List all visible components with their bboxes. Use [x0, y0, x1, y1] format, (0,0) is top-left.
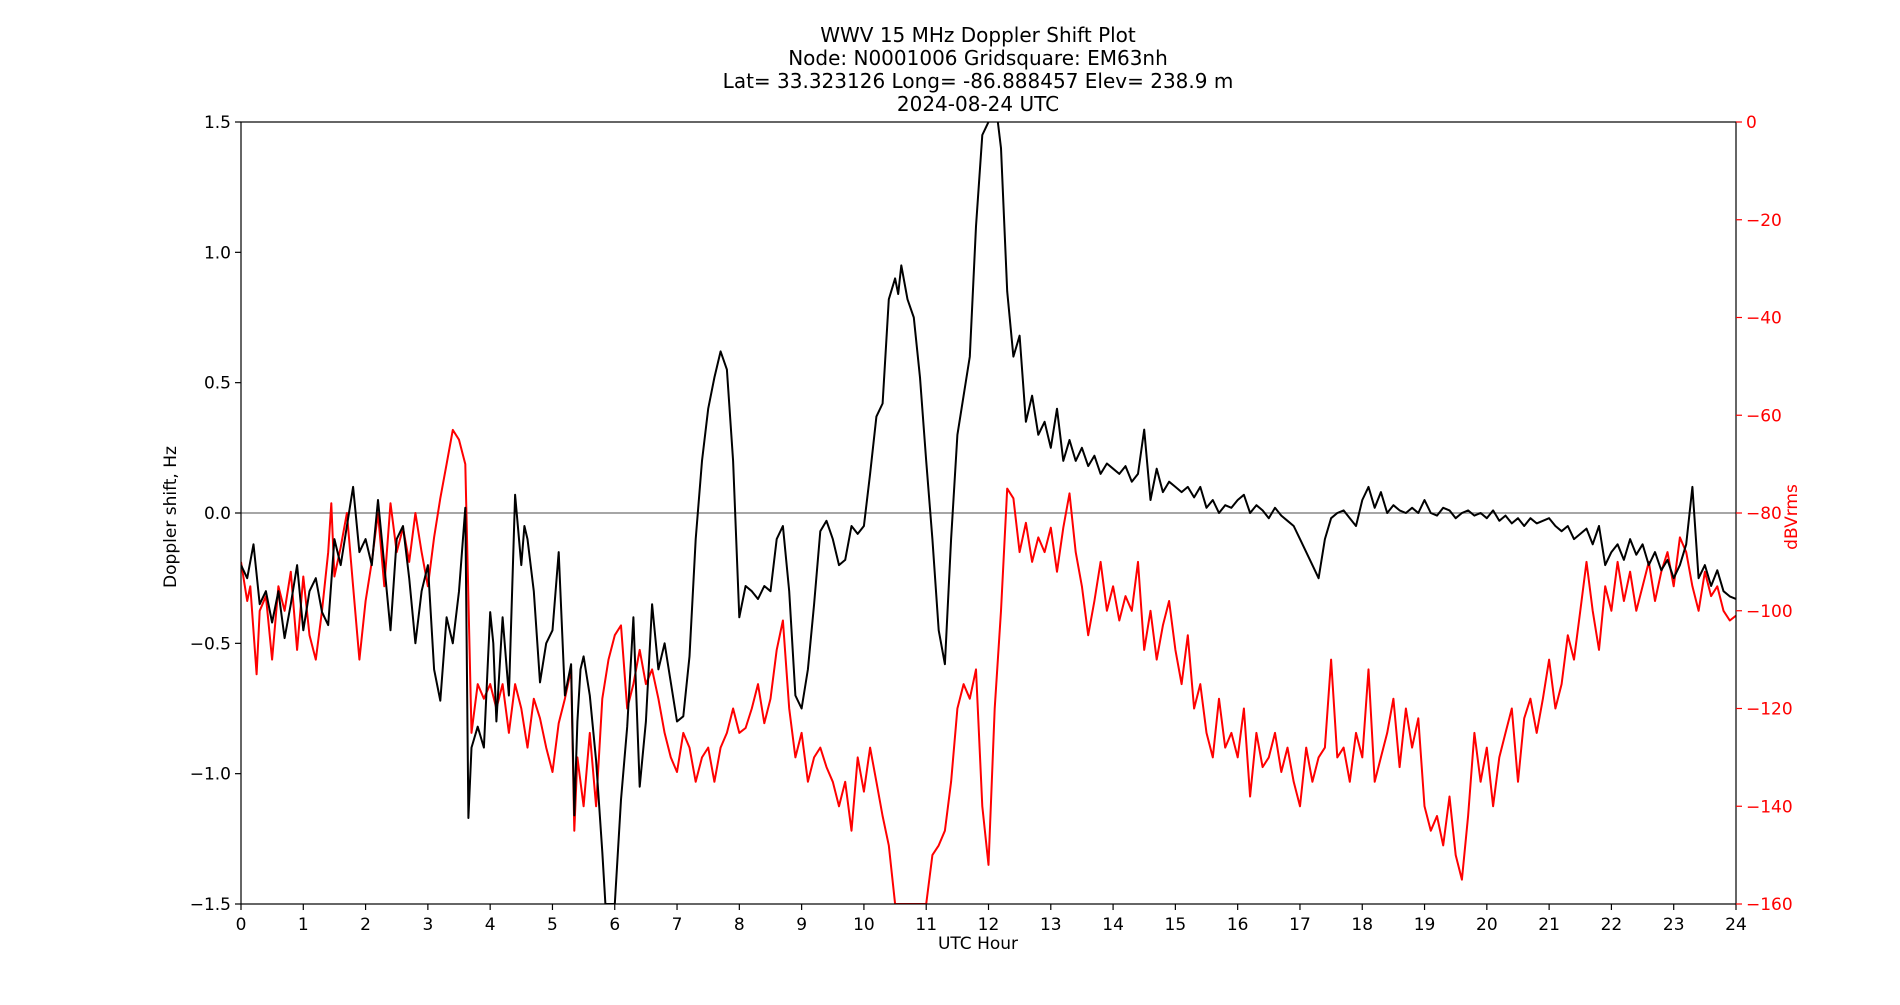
x-tick-label: 13: [1040, 915, 1062, 935]
x-tick-label: 19: [1414, 915, 1436, 935]
title-line-3: Lat= 33.323126 Long= -86.888457 Elev= 23…: [723, 69, 1234, 93]
x-tick-label: 11: [915, 915, 937, 935]
x-tick-label: 0: [236, 915, 247, 935]
y-tick-label: −1.5: [190, 895, 231, 915]
x-tick-label: 8: [734, 915, 745, 935]
y2-tick-label: −60: [1746, 406, 1782, 426]
plot-area: 0 1 2 3 4 5 6 7 8 9 10 11 12 13 14 15 16 17 18 19 20 21 22 23 24…: [190, 113, 1793, 935]
power-series-line: [241, 428, 1736, 904]
x-axis-title: UTC Hour: [938, 934, 1018, 954]
x-tick-label: 7: [672, 915, 683, 935]
x-tick-label: 3: [422, 915, 433, 935]
title-line-4: 2024-08-24 UTC: [897, 92, 1059, 116]
x-tick-label: 14: [1102, 915, 1124, 935]
x-tick-label: 21: [1538, 915, 1560, 935]
y-tick-label: 0.5: [204, 374, 231, 394]
y2-axis-title: dBVrms: [1782, 484, 1802, 550]
x-tick-label: 22: [1601, 915, 1623, 935]
y2-tick-label: −40: [1746, 309, 1782, 329]
x-tick-label: 1: [298, 915, 309, 935]
x-tick-label: 18: [1351, 915, 1373, 935]
y-tick-label: −0.5: [190, 634, 231, 654]
title-line-1: WWV 15 MHz Doppler Shift Plot: [820, 23, 1136, 47]
y-tick-label: 0.0: [204, 504, 231, 524]
y2-tick-label: −160: [1746, 895, 1793, 915]
x-tick-label: 12: [978, 915, 1000, 935]
y-tick-label: 1.5: [204, 113, 231, 133]
x-tick-label: 16: [1227, 915, 1249, 935]
chart-title: WWV 15 MHz Doppler Shift Plot Node: N000…: [723, 23, 1234, 116]
x-tick-label: 23: [1663, 915, 1685, 935]
x-tick-label: 24: [1725, 915, 1747, 935]
y2-tick-label: −140: [1746, 797, 1793, 817]
y2-tick-label: −100: [1746, 602, 1793, 622]
x-tick-label: 20: [1476, 915, 1498, 935]
x-tick-label: 5: [547, 915, 558, 935]
y2-tick-label: −120: [1746, 700, 1793, 720]
x-tick-label: 2: [360, 915, 371, 935]
doppler-series-line: [241, 122, 1736, 904]
x-tick-label: 17: [1289, 915, 1311, 935]
y-tick-label: −1.0: [190, 765, 231, 785]
y2-tick-label: 0: [1746, 113, 1757, 133]
x-tick-label: 9: [796, 915, 807, 935]
y-axis-title: Doppler shift, Hz: [161, 446, 181, 588]
y-tick-label: 1.0: [204, 243, 231, 263]
y2-tick-label: −20: [1746, 211, 1782, 231]
title-line-2: Node: N0001006 Gridsquare: EM63nh: [788, 46, 1168, 70]
x-tick-label: 6: [609, 915, 620, 935]
y2-tick-label: −80: [1746, 504, 1782, 524]
x-tick-label: 15: [1165, 915, 1187, 935]
x-tick-label: 4: [485, 915, 496, 935]
x-tick-label: 10: [853, 915, 875, 935]
